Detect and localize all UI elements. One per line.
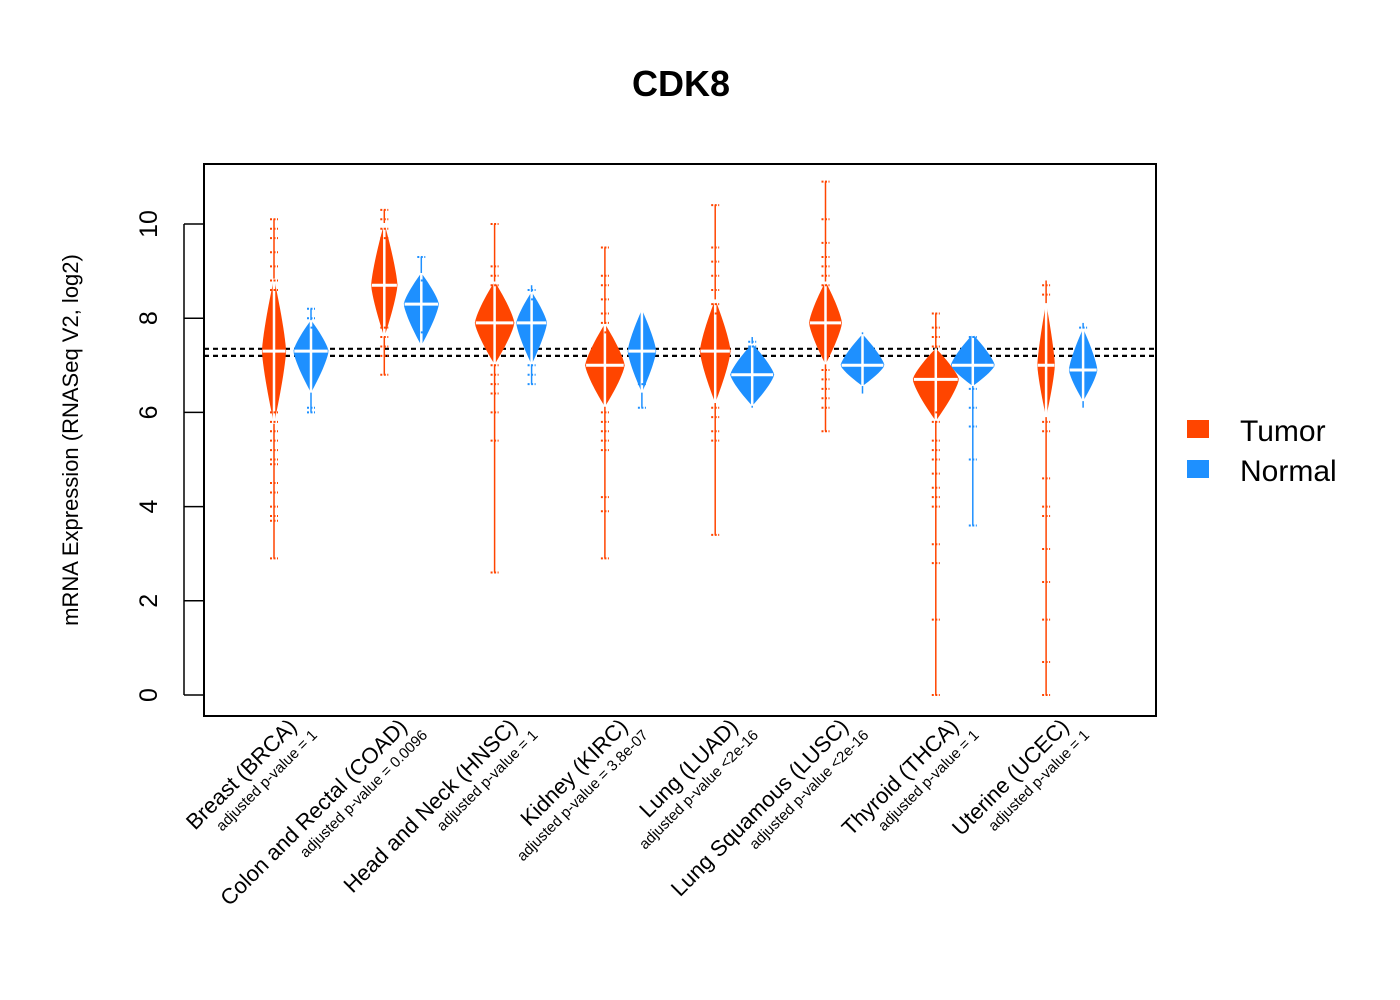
violin-normal [293, 307, 329, 414]
violin-normal [951, 334, 995, 527]
violin-tumor [474, 223, 515, 574]
violin-normal [516, 285, 547, 386]
y-tick-label: 4 [135, 500, 163, 514]
violin-tumor [371, 208, 398, 376]
violin-tumor [809, 180, 842, 433]
violin-tumor [1037, 280, 1055, 696]
y-tick-label: 6 [135, 405, 163, 419]
plot-frame [203, 163, 1157, 717]
legend-label-tumor: Tumor [1240, 415, 1326, 448]
violin-normal [840, 332, 885, 394]
reference-lines [204, 347, 1156, 357]
y-axis-label: mRNA Expression (RNASeq V2, log2) [58, 254, 83, 626]
legend-swatch-normal [1187, 460, 1209, 478]
category-label: Lung Squamous (LUSC) [666, 714, 853, 901]
y-tick-label: 0 [135, 688, 163, 702]
violin-tumor [585, 246, 625, 560]
violins [261, 180, 1098, 696]
violin-tumor [699, 204, 731, 536]
violin-normal [1068, 322, 1098, 408]
y-tick-label: 10 [135, 210, 163, 238]
y-tick-label: 8 [135, 311, 163, 325]
legend: Tumor Normal [1187, 415, 1337, 488]
legend-label-normal: Normal [1240, 455, 1337, 488]
chart-title: CDK8 [632, 63, 730, 104]
violin-normal [730, 337, 775, 408]
violin-tumor [261, 218, 287, 560]
legend-swatch-tumor [1187, 420, 1209, 438]
violin-tumor [912, 312, 959, 696]
violin-normal [627, 309, 657, 409]
y-axis: 0 2 4 6 8 10 [135, 210, 204, 702]
violin-normal [403, 255, 439, 346]
y-tick-label: 2 [135, 594, 163, 608]
